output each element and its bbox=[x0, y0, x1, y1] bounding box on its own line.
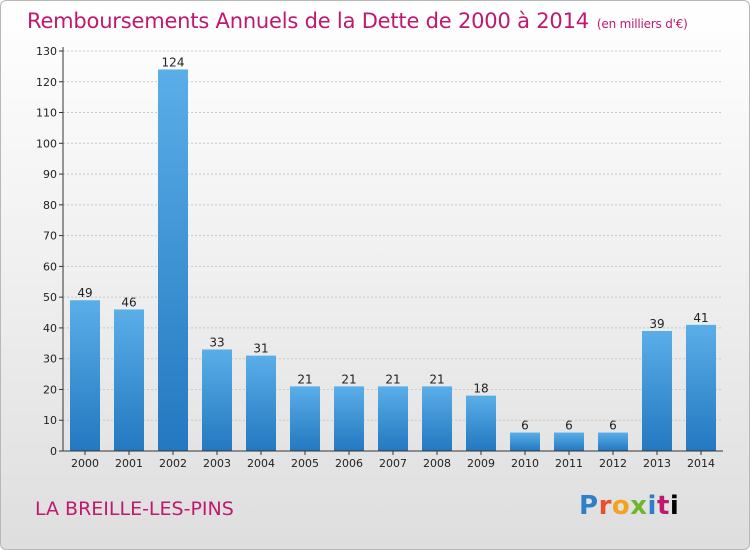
data-label-2007: 21 bbox=[385, 372, 400, 386]
x-tick-label-2002: 2002 bbox=[159, 457, 187, 470]
x-tick-label-2011: 2011 bbox=[555, 457, 583, 470]
y-tick-label-20: 20 bbox=[43, 383, 57, 396]
x-tick-label-2008: 2008 bbox=[423, 457, 451, 470]
bar-2005 bbox=[290, 386, 320, 451]
y-tick-label-100: 100 bbox=[36, 137, 57, 150]
y-tick-label-40: 40 bbox=[43, 322, 57, 335]
bar-2000 bbox=[70, 300, 100, 451]
bar-2010 bbox=[510, 432, 540, 451]
x-tick-label-2007: 2007 bbox=[379, 457, 407, 470]
y-tick-label-110: 110 bbox=[36, 107, 57, 120]
x-tick-label-2010: 2010 bbox=[511, 457, 539, 470]
x-tick-label-2003: 2003 bbox=[203, 457, 231, 470]
y-tick-label-0: 0 bbox=[50, 445, 57, 458]
x-tick-label-2004: 2004 bbox=[247, 457, 275, 470]
bar-2001 bbox=[114, 309, 144, 451]
data-label-2013: 39 bbox=[649, 317, 664, 331]
x-tick-label-2012: 2012 bbox=[599, 457, 627, 470]
data-label-2001: 46 bbox=[121, 295, 136, 309]
data-label-2003: 33 bbox=[209, 335, 224, 349]
bar-2004 bbox=[246, 355, 276, 451]
data-label-2008: 21 bbox=[429, 372, 444, 386]
y-tick-label-130: 130 bbox=[36, 45, 57, 58]
bar-2002 bbox=[158, 69, 188, 451]
data-label-2002: 124 bbox=[162, 55, 185, 69]
x-tick-label-2009: 2009 bbox=[467, 457, 495, 470]
bar-2013 bbox=[642, 331, 672, 451]
chart-title: Remboursements Annuels de la Dette de 20… bbox=[27, 9, 688, 33]
axes bbox=[59, 47, 723, 455]
bar-2012 bbox=[598, 432, 628, 451]
y-tick-label-30: 30 bbox=[43, 353, 57, 366]
x-tick-label-2005: 2005 bbox=[291, 457, 319, 470]
x-tick-label-2006: 2006 bbox=[335, 457, 363, 470]
x-tick-label-2001: 2001 bbox=[115, 457, 143, 470]
data-label-2012: 6 bbox=[609, 419, 617, 433]
bars bbox=[70, 69, 716, 451]
y-tick-label-10: 10 bbox=[43, 414, 57, 427]
bar-2014 bbox=[686, 324, 716, 451]
y-tick-label-70: 70 bbox=[43, 230, 57, 243]
bar-2011 bbox=[554, 432, 584, 451]
y-tick-label-90: 90 bbox=[43, 168, 57, 181]
bar-2007 bbox=[378, 386, 408, 451]
data-label-2000: 49 bbox=[77, 286, 92, 300]
x-tick-label-2000: 2000 bbox=[71, 457, 99, 470]
bar-2006 bbox=[334, 386, 364, 451]
data-label-2004: 31 bbox=[253, 342, 268, 356]
labels: 0 10 20 30 40 50 60 70 80 90 100 110 120 130 49 2000 46 2… bbox=[36, 45, 715, 470]
data-label-2006: 21 bbox=[341, 372, 356, 386]
chart-title-text: Remboursements Annuels de la Dette de 20… bbox=[27, 9, 589, 33]
bar-2009 bbox=[466, 395, 496, 451]
x-tick-label-2014: 2014 bbox=[687, 457, 715, 470]
data-label-2011: 6 bbox=[565, 419, 573, 433]
data-label-2009: 18 bbox=[473, 382, 488, 396]
proxiti-logo: Proxiti bbox=[579, 491, 680, 521]
x-tick-label-2013: 2013 bbox=[643, 457, 671, 470]
data-label-2014: 41 bbox=[693, 311, 708, 325]
chart-unit: (en milliers d'€) bbox=[596, 17, 688, 31]
bar-2003 bbox=[202, 349, 232, 451]
y-tick-label-50: 50 bbox=[43, 291, 57, 304]
y-tick-label-120: 120 bbox=[36, 76, 57, 89]
data-label-2005: 21 bbox=[297, 372, 312, 386]
bar-2008 bbox=[422, 386, 452, 451]
town-name: LA BREILLE-LES-PINS bbox=[35, 498, 234, 520]
y-tick-label-60: 60 bbox=[43, 260, 57, 273]
data-label-2010: 6 bbox=[521, 419, 529, 433]
y-tick-label-80: 80 bbox=[43, 199, 57, 212]
